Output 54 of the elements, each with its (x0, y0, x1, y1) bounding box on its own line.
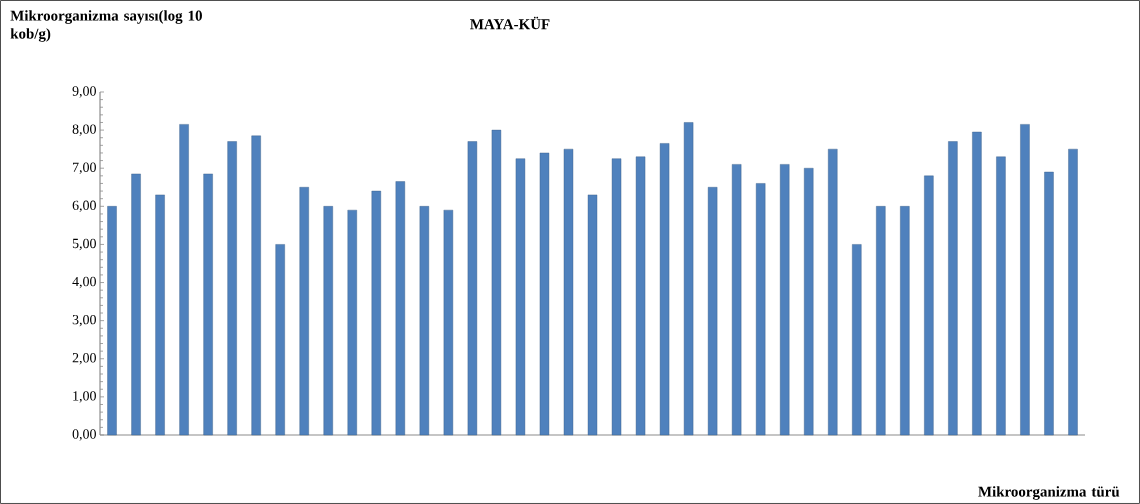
bar (275, 244, 285, 436)
y-tick-label: 1,00 (73, 391, 96, 403)
y-tick-label: 7,00 (73, 162, 96, 174)
bar (179, 124, 189, 436)
bar (780, 164, 790, 436)
bar (251, 135, 261, 436)
bar (107, 206, 117, 436)
bar (1044, 171, 1054, 436)
bar (1020, 124, 1030, 436)
bar (707, 187, 718, 436)
bar (227, 141, 237, 436)
bar (155, 194, 165, 436)
chart-title: MAYA-KÜF (470, 16, 550, 30)
bar (755, 183, 766, 436)
y-tick-label: 9,00 (72, 86, 96, 98)
y-tick-label: 8,00 (72, 124, 96, 136)
bar (443, 209, 454, 436)
bar (731, 164, 742, 436)
bar (203, 173, 213, 436)
bar (539, 152, 550, 436)
bar (611, 158, 622, 436)
bar (347, 209, 357, 436)
y-tick-label: 5,00 (72, 238, 96, 251)
bar (876, 206, 886, 436)
y-axis-title: Mikroorganizma sayısı(log 10 kob/g) (10, 10, 202, 42)
y-tick-label: 3,00 (72, 314, 96, 327)
bar (563, 148, 574, 436)
bar (299, 187, 309, 436)
bar (659, 143, 670, 436)
bar (948, 141, 958, 436)
y-tick-label: 2,00 (72, 353, 96, 365)
y-tick-label: 4,00 (72, 276, 96, 289)
bar (900, 206, 910, 436)
bar (419, 206, 430, 436)
bar (371, 190, 381, 436)
bar (491, 129, 502, 436)
bar (131, 173, 141, 436)
bar (395, 181, 406, 436)
bar (683, 122, 694, 436)
bar (515, 158, 526, 436)
x-axis-title: Mikroorganizma türü (978, 486, 1120, 500)
y-tick-label: 0,00 (72, 429, 96, 441)
bar (996, 156, 1006, 436)
bar (467, 141, 478, 436)
bar (804, 168, 814, 436)
bar (323, 206, 333, 436)
y-tick-label: 6,00 (72, 200, 96, 213)
bar (972, 131, 982, 436)
bar (587, 194, 598, 436)
bar (1068, 148, 1078, 436)
bar (852, 244, 862, 436)
bar (828, 148, 838, 436)
bar (924, 175, 934, 436)
bar (635, 156, 646, 436)
